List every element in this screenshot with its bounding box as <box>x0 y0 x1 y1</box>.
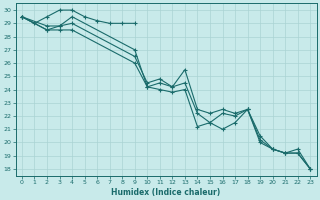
X-axis label: Humidex (Indice chaleur): Humidex (Indice chaleur) <box>111 188 221 197</box>
